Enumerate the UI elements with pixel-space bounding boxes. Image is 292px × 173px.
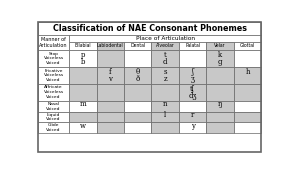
Bar [179,112,206,122]
Text: Glottal: Glottal [240,43,255,48]
Bar [179,84,206,101]
Bar [38,112,69,122]
Bar [124,50,152,67]
Bar [124,84,152,101]
Text: g: g [218,58,222,66]
Text: ŋ: ŋ [218,100,222,108]
Bar [206,112,234,122]
Text: Velar: Velar [214,43,226,48]
Text: w: w [80,122,86,130]
Text: θ: θ [135,68,140,76]
Bar [179,67,206,84]
Text: v: v [108,75,112,83]
Text: Classification of NAE Consonant Phonemes: Classification of NAE Consonant Phonemes [53,24,247,33]
Text: ʃ: ʃ [192,68,194,76]
Text: dʒ: dʒ [188,92,197,100]
Text: s: s [164,68,167,76]
Text: f: f [109,68,112,76]
Text: Nasal
Voiced: Nasal Voiced [46,102,61,111]
Text: Fricative
Voiceless
Voiced: Fricative Voiceless Voiced [44,69,64,82]
Bar [152,112,179,122]
Bar [179,122,206,133]
Bar [69,101,97,112]
Bar [152,101,179,112]
Text: d: d [163,58,167,66]
Bar [69,42,97,50]
Text: Stop
Voiceless
Voiced: Stop Voiceless Voiced [44,52,64,65]
Bar [38,67,69,84]
Bar [234,50,261,67]
Bar [97,122,124,133]
Text: Bilabial: Bilabial [74,43,91,48]
Bar [69,112,97,122]
Text: Alveolar: Alveolar [156,43,175,48]
Text: p: p [81,51,85,59]
Bar [38,35,69,50]
Bar [97,112,124,122]
Bar [69,122,97,133]
Bar [206,67,234,84]
Bar [97,42,124,50]
Bar [206,42,234,50]
Bar [234,122,261,133]
Bar [124,42,152,50]
Text: Glide
Voiced: Glide Voiced [46,123,61,132]
Text: b: b [81,58,85,66]
Text: t: t [164,51,166,59]
Bar [124,122,152,133]
Bar [97,101,124,112]
Text: Place of Articulation: Place of Articulation [136,36,195,41]
Text: tʃ: tʃ [190,85,195,93]
Text: r: r [191,111,194,119]
Bar [124,112,152,122]
Text: Manner of
Articulation: Manner of Articulation [39,37,68,48]
Text: l: l [164,111,166,119]
Bar [206,101,234,112]
Text: ʒ: ʒ [191,75,194,83]
Bar [124,101,152,112]
Bar [152,67,179,84]
Bar [97,84,124,101]
Bar [206,50,234,67]
Text: z: z [163,75,167,83]
Bar [206,84,234,101]
Text: Dental: Dental [130,43,145,48]
Bar [69,84,97,101]
Bar [234,42,261,50]
Bar [152,50,179,67]
Bar [38,50,69,67]
Bar [69,67,97,84]
Text: y: y [191,122,194,130]
Bar [152,42,179,50]
Text: m: m [79,100,86,108]
Bar [69,35,261,42]
Text: Labiodental: Labiodental [97,43,124,48]
Bar [69,50,97,67]
Bar [97,50,124,67]
Bar [152,122,179,133]
Bar [97,67,124,84]
Text: Affricate
Voiceless
Voiced: Affricate Voiceless Voiced [44,85,64,99]
Bar [124,67,152,84]
Text: ð: ð [135,75,140,83]
Bar [206,122,234,133]
Bar [179,42,206,50]
Text: h: h [245,68,250,76]
Bar [38,122,69,133]
Text: Liquid
Voiced: Liquid Voiced [46,113,61,121]
Bar [38,22,261,35]
Bar [234,101,261,112]
Text: n: n [163,100,167,108]
Bar [38,84,69,101]
Text: k: k [218,51,222,59]
Bar [179,101,206,112]
Text: Palatal: Palatal [185,43,200,48]
Bar [234,67,261,84]
Bar [234,84,261,101]
Bar [234,112,261,122]
Bar [152,84,179,101]
Bar [38,101,69,112]
Bar [179,50,206,67]
